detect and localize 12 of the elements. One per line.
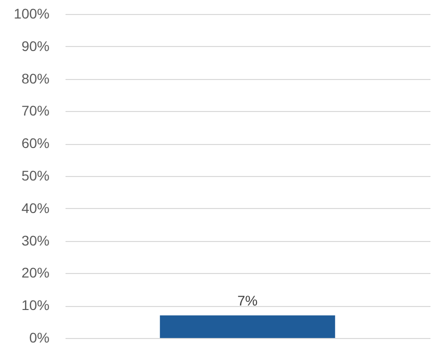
y-tick-label: 70%: [21, 102, 50, 119]
y-tick-label: 90%: [21, 38, 50, 54]
y-tick-label: 30%: [21, 232, 50, 248]
y-tick-label: 80%: [21, 70, 50, 86]
y-tick-label: 10%: [21, 297, 50, 314]
y-tick-label: 40%: [21, 200, 50, 216]
y-tick-label: 0%: [29, 330, 50, 346]
y-tick-label: 100%: [14, 6, 50, 22]
y-tick-label: 20%: [21, 264, 50, 281]
y-tick-label: 60%: [21, 135, 50, 152]
y-tick-label: 50%: [21, 168, 50, 184]
data-label: 7%: [237, 292, 258, 308]
